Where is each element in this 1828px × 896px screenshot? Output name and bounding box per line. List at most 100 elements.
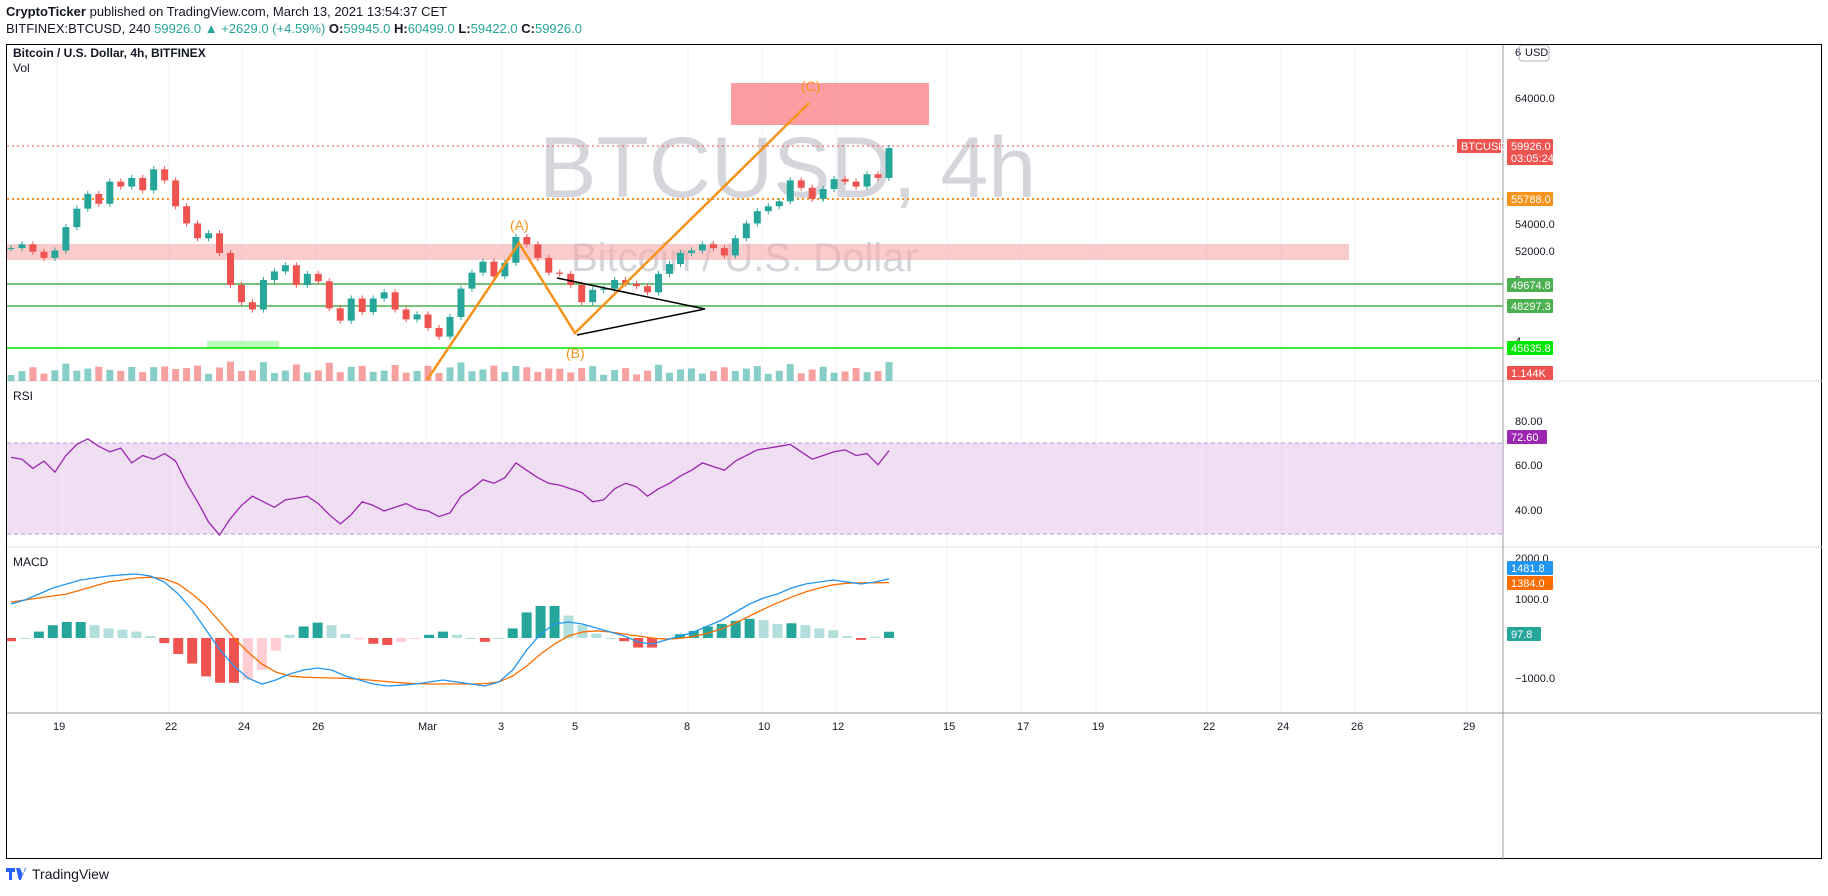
candle[interactable] <box>358 295 366 316</box>
level-55788-badge[interactable]: 55788.0 <box>1507 192 1553 206</box>
candle[interactable] <box>380 289 388 302</box>
candle[interactable] <box>589 286 597 306</box>
candle[interactable] <box>424 311 432 332</box>
footer-brand[interactable]: TradingView <box>32 866 110 882</box>
candle[interactable] <box>172 177 180 210</box>
candle[interactable] <box>841 176 849 185</box>
level-49674-badge[interactable]: 49674.8 <box>1507 278 1553 292</box>
triangle-pattern[interactable] <box>556 277 706 336</box>
histogram-value-badge[interactable]: 97.8 <box>1507 627 1541 641</box>
last-price-badge[interactable]: 59926.0 <box>1507 139 1553 153</box>
candle[interactable] <box>347 295 355 324</box>
candle[interactable] <box>336 305 344 324</box>
candle[interactable] <box>446 313 454 340</box>
candle[interactable] <box>73 205 81 231</box>
chart-canvas[interactable]: BTCUSD, 4h Bitcoin / U.S. Dollar (A) (B)… <box>7 45 1823 860</box>
candle[interactable] <box>205 230 213 242</box>
candle[interactable] <box>808 184 816 202</box>
candle[interactable] <box>391 289 399 313</box>
candle[interactable] <box>237 281 245 306</box>
candle[interactable] <box>698 241 706 254</box>
currency-badge[interactable]: USD <box>1525 47 1548 59</box>
candle[interactable] <box>369 295 377 316</box>
resistance-zone[interactable] <box>7 244 1349 260</box>
candle[interactable] <box>611 276 619 292</box>
candle[interactable] <box>863 171 871 190</box>
candle[interactable] <box>29 241 37 255</box>
candle[interactable] <box>128 174 136 190</box>
candle[interactable] <box>18 241 26 252</box>
candle[interactable] <box>40 248 48 261</box>
candle[interactable] <box>259 276 267 313</box>
candle[interactable] <box>775 198 783 210</box>
symbol-badge[interactable]: BTCUSD <box>1457 139 1506 153</box>
candle[interactable] <box>479 258 487 276</box>
level-48297-badge[interactable]: 48297.3 <box>1507 299 1553 313</box>
candle[interactable] <box>874 171 882 182</box>
candle[interactable] <box>248 299 256 313</box>
candle[interactable] <box>281 262 289 275</box>
candle[interactable] <box>786 177 794 205</box>
volume-badge[interactable]: 1.144K <box>1507 366 1553 380</box>
author-name[interactable]: CryptoTicker <box>6 4 86 19</box>
candle[interactable] <box>600 285 608 293</box>
candle[interactable] <box>314 270 322 285</box>
candle[interactable] <box>885 145 893 182</box>
level-45635-badge[interactable]: 45635.8 <box>1507 341 1553 355</box>
candle[interactable] <box>51 247 59 261</box>
candle[interactable] <box>534 241 542 261</box>
macd-line[interactable] <box>10 573 890 687</box>
candle[interactable] <box>666 260 673 277</box>
candle[interactable] <box>194 220 202 242</box>
candle[interactable] <box>567 270 575 289</box>
candle[interactable] <box>117 178 125 190</box>
candle[interactable] <box>644 283 652 296</box>
candle[interactable] <box>742 220 750 242</box>
candle[interactable] <box>413 311 421 323</box>
rsi-value-badge[interactable]: 72.60 <box>1507 430 1547 444</box>
candle[interactable] <box>161 166 169 184</box>
candle[interactable] <box>468 269 476 292</box>
candle[interactable] <box>270 268 278 284</box>
candle[interactable] <box>819 185 827 202</box>
candle[interactable] <box>676 249 684 268</box>
macd-value-badge[interactable]: 1481.8 <box>1507 561 1553 575</box>
macd-signal-line[interactable] <box>10 576 890 685</box>
candle[interactable] <box>303 270 311 289</box>
candle[interactable] <box>183 203 191 227</box>
candle[interactable] <box>578 281 586 306</box>
candle[interactable] <box>633 280 641 290</box>
signal-value-badge[interactable]: 1384.0 <box>1507 576 1553 590</box>
candle[interactable] <box>106 178 114 207</box>
candle[interactable] <box>139 174 147 194</box>
candle[interactable] <box>655 270 663 296</box>
candle[interactable] <box>84 190 92 212</box>
candle[interactable] <box>227 249 234 289</box>
candle[interactable] <box>797 177 805 191</box>
candle[interactable] <box>216 230 224 257</box>
candle[interactable] <box>709 241 717 252</box>
candle[interactable] <box>62 224 70 254</box>
candle[interactable] <box>325 278 333 312</box>
candle[interactable] <box>830 176 838 193</box>
candle[interactable] <box>852 178 860 190</box>
countdown-badge[interactable]: 03:05:24 <box>1507 151 1554 165</box>
candle[interactable] <box>753 208 761 227</box>
rsi-line[interactable] <box>10 438 890 537</box>
candle[interactable] <box>490 258 498 280</box>
candle[interactable] <box>545 254 553 276</box>
candle[interactable] <box>95 190 103 207</box>
candle[interactable] <box>457 285 465 320</box>
candle[interactable] <box>731 235 739 259</box>
candle[interactable] <box>435 324 443 340</box>
candle[interactable] <box>687 247 695 257</box>
chart-frame[interactable]: BTCUSD, 4h Bitcoin / U.S. Dollar (A) (B)… <box>6 44 1823 860</box>
candle[interactable] <box>720 244 728 259</box>
candle[interactable] <box>292 262 300 289</box>
candle[interactable] <box>764 203 772 215</box>
candle[interactable] <box>523 233 531 248</box>
target-zone[interactable] <box>731 83 929 125</box>
candle[interactable] <box>150 166 158 194</box>
candle[interactable] <box>402 306 410 323</box>
candle[interactable] <box>556 269 564 277</box>
